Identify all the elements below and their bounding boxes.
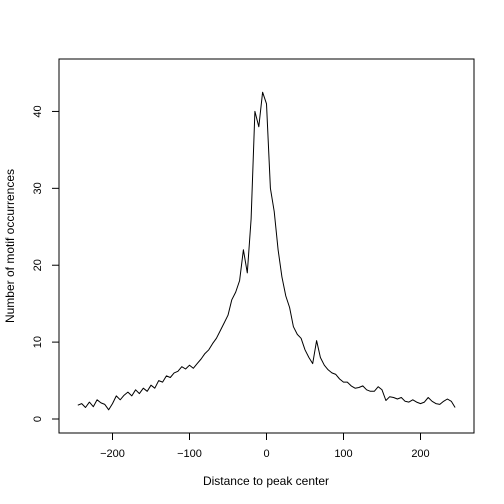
x-tick-label: −200 — [100, 448, 125, 460]
y-tick-label: 20 — [32, 259, 44, 271]
y-tick-label: 10 — [32, 336, 44, 348]
x-axis-label: Distance to peak center — [203, 474, 329, 488]
plot-area — [77, 91, 456, 411]
y-tick-label: 30 — [32, 182, 44, 194]
y-axis: 0 10 20 30 40 — [32, 105, 60, 422]
x-tick-label: 100 — [334, 448, 352, 460]
x-tick-label: 200 — [411, 448, 429, 460]
x-tick-label: −100 — [177, 448, 202, 460]
plot-frame — [58, 58, 475, 434]
y-tick-label: 0 — [32, 416, 44, 422]
series-line — [77, 91, 456, 411]
x-tick-label: 0 — [263, 448, 269, 460]
y-tick-label: 40 — [32, 105, 44, 117]
y-axis-label: Number of motif occurrences — [3, 169, 17, 323]
x-axis: −200 −100 0 100 200 — [100, 432, 430, 460]
